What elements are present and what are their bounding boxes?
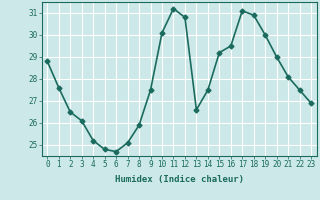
X-axis label: Humidex (Indice chaleur): Humidex (Indice chaleur) [115, 175, 244, 184]
